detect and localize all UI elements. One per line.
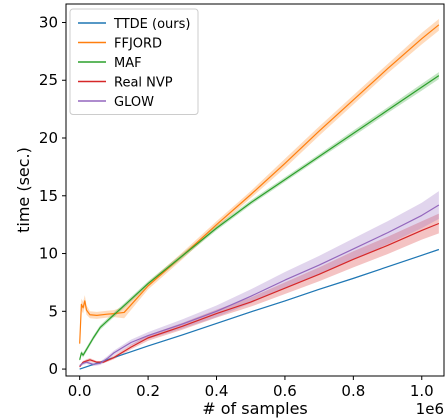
series-line-3 (79, 222, 440, 368)
y-axis-ticks: 0 5 10 15 20 25 30 (39, 13, 66, 378)
series-line-2 (79, 75, 440, 360)
x-tick-label: 0.0 (68, 382, 92, 400)
y-tick-label: 15 (39, 187, 58, 205)
legend-label: MAF (114, 56, 142, 71)
legend-label: GLOW (114, 95, 154, 110)
y-tick-label: 25 (39, 71, 58, 89)
y-tick-label: 20 (39, 129, 58, 147)
band-1 (79, 19, 439, 348)
x-axis-offset-label: 1e6 (416, 400, 444, 418)
plot-frame (65, 3, 445, 377)
x-tick-label: 0.2 (136, 382, 160, 400)
x-axis-ticks: 0.0 0.2 0.4 0.6 0.8 1.0 (68, 376, 434, 400)
x-axis-label: # of samples (202, 399, 308, 418)
band-3 (79, 213, 439, 368)
x-tick-label: 0.6 (273, 382, 297, 400)
x-tick-label: 0.8 (341, 382, 365, 400)
y-tick-label: 10 (39, 245, 58, 263)
y-tick-label: 30 (39, 13, 58, 31)
legend-label: TTDE (ours) (113, 17, 190, 32)
legend-label: Real NVP (114, 76, 173, 91)
y-tick-label: 5 (48, 302, 58, 320)
x-tick-label: 1.0 (410, 382, 434, 400)
band-2 (79, 72, 439, 362)
series-line-0 (79, 248, 440, 370)
x-tick-label: 0.4 (205, 382, 229, 400)
band-4 (79, 191, 439, 367)
legend-box (69, 8, 199, 115)
legend: TTDE (ours) FFJORD MAF Real NVP GLOW (69, 8, 199, 115)
legend-label: FFJORD (114, 37, 162, 52)
y-axis-label: time (sec.) (14, 147, 33, 233)
y-tick-label: 0 (48, 360, 58, 378)
series-lines (79, 24, 440, 370)
series-line-4 (79, 204, 440, 367)
series-line-1 (79, 24, 440, 344)
